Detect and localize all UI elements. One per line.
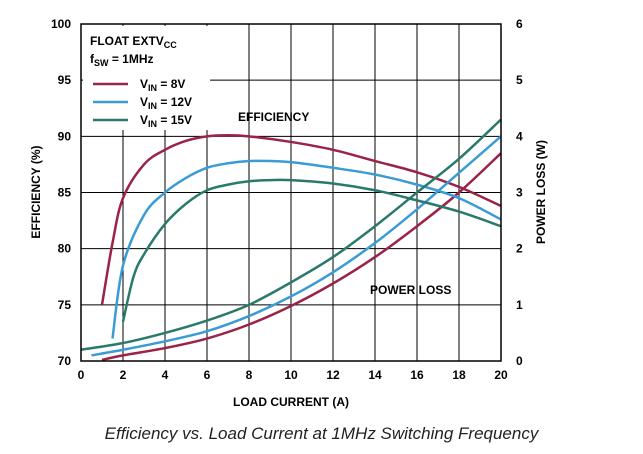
- y2-tick-label: 5: [516, 73, 523, 87]
- curves: [80, 118, 502, 362]
- condition-fsw-rest: = 1MHz: [109, 52, 154, 66]
- legend-8v-sub: IN: [148, 83, 157, 93]
- legend-12v-rest: = 12V: [157, 95, 192, 109]
- plot-frame: [80, 23, 502, 362]
- y-tick-label: 85: [58, 186, 72, 200]
- legend-15v-rest: = 15V: [157, 113, 192, 127]
- legend-label-8v: VIN = 8V: [140, 77, 185, 93]
- x-tick-label: 16: [410, 368, 424, 382]
- legend-label-15v: VIN = 15V: [140, 113, 192, 129]
- condition-extvcc: FLOAT EXTVCC: [90, 34, 177, 50]
- x-tick-label: 4: [162, 368, 169, 382]
- condition-fsw-main: f: [90, 52, 95, 66]
- x-tick-label: 6: [204, 368, 211, 382]
- x-tick-label: 10: [284, 368, 298, 382]
- legend-box: [83, 26, 210, 130]
- legend-label-12v: VIN = 12V: [140, 95, 192, 111]
- x-tick-label: 2: [120, 368, 127, 382]
- legend-15v-sub: IN: [148, 119, 157, 129]
- y-tick-label: 70: [58, 354, 72, 368]
- condition-extvcc-sub: CC: [164, 40, 177, 50]
- y2-tick-label: 4: [516, 129, 523, 143]
- legend: VIN = 8V VIN = 12V VIN = 15V: [93, 77, 192, 129]
- legend-12v-sub: IN: [148, 101, 157, 111]
- power-loss-curve-15v: [80, 118, 502, 352]
- legend-8v-rest: = 8V: [157, 77, 185, 91]
- x-axis-title: LOAD CURRENT (A): [233, 395, 349, 409]
- y2-tick-label: 2: [516, 242, 523, 256]
- x-tick-label: 20: [494, 368, 508, 382]
- efficiency-annotation: EFFICIENCY: [238, 110, 309, 124]
- condition-extvcc-main: FLOAT EXTV: [90, 34, 164, 48]
- x-tick-label: 14: [368, 368, 382, 382]
- y-tick-label: 90: [58, 129, 72, 143]
- y-axis-title: EFFICIENCY (%): [29, 145, 43, 238]
- efficiency-curve-8v: [100, 133, 502, 306]
- x-tick-label: 0: [78, 368, 85, 382]
- power-loss-annotation: POWER LOSS: [370, 283, 451, 297]
- y-tick-label: 80: [58, 242, 72, 256]
- y2-axis-title: POWER LOSS (W): [534, 140, 548, 244]
- efficiency-curve-15v: [121, 178, 502, 322]
- power-loss-curve-12v: [91, 135, 502, 357]
- legend-12v-main: V: [140, 95, 148, 109]
- condition-fsw-sub: SW: [94, 58, 109, 68]
- y-tick-label: 100: [51, 17, 71, 31]
- x-tick-label: 8: [246, 368, 253, 382]
- efficiency-curve-12v: [111, 159, 502, 339]
- legend-15v-main: V: [140, 113, 148, 127]
- y-tick-label: 75: [58, 298, 72, 312]
- y2-tick-label: 0: [516, 354, 523, 368]
- y2-tick-label: 6: [516, 17, 523, 31]
- x-tick-label: 18: [452, 368, 466, 382]
- legend-8v-main: V: [140, 77, 148, 91]
- y-tick-label: 95: [58, 73, 72, 87]
- y2-tick-label: 3: [516, 186, 523, 200]
- efficiency-chart: 0 2 4 6 8 10 12 14 16 18 207075808590951000123456 …: [29, 17, 548, 409]
- grid: [81, 24, 501, 361]
- figure-caption: Efficiency vs. Load Current at 1MHz Swit…: [104, 424, 539, 443]
- condition-fsw: fSW = 1MHz: [90, 52, 154, 68]
- x-tick-label: 12: [326, 368, 340, 382]
- power-loss-curve-8v: [101, 152, 502, 362]
- y2-tick-label: 1: [516, 298, 523, 312]
